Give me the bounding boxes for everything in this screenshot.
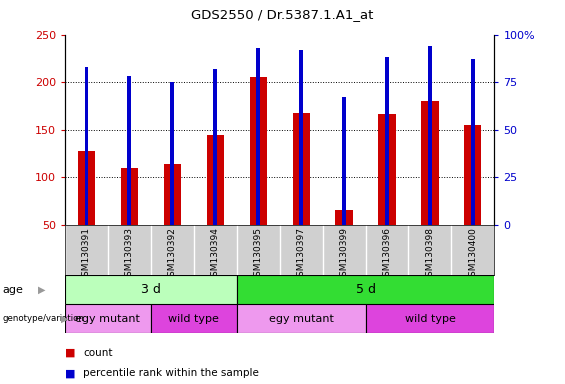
Bar [65,304,151,333]
Bar [237,304,366,333]
Bar [379,114,395,225]
Text: percentile rank within the sample: percentile rank within the sample [83,368,259,378]
Bar [164,164,181,225]
Text: GSM130397: GSM130397 [297,227,306,282]
Text: count: count [83,348,112,358]
Text: ▶: ▶ [38,285,46,295]
Text: 5 d: 5 d [355,283,376,296]
Text: GSM130396: GSM130396 [383,227,392,282]
Bar [250,77,267,225]
Bar [336,210,353,225]
Text: GSM130399: GSM130399 [340,227,349,282]
Text: GSM130395: GSM130395 [254,227,263,282]
Text: GSM130398: GSM130398 [425,227,434,282]
Bar [471,59,475,225]
Text: 3 d: 3 d [141,283,161,296]
Bar [257,48,260,225]
Text: GSM130391: GSM130391 [82,227,91,282]
Bar [464,125,481,225]
Bar [207,135,224,225]
Bar [428,46,432,225]
Bar [151,304,237,333]
Text: wild type: wild type [168,313,219,324]
Text: ■: ■ [65,368,76,378]
Bar [171,82,174,225]
Bar [366,304,494,333]
Bar [293,113,310,225]
Text: egy mutant: egy mutant [76,313,140,324]
Text: GSM130400: GSM130400 [468,227,477,282]
Text: ■: ■ [65,348,76,358]
Text: wild type: wild type [405,313,455,324]
Bar [385,57,389,225]
Bar [65,275,237,304]
Bar [421,101,438,225]
Text: GSM130394: GSM130394 [211,227,220,282]
Bar [237,275,494,304]
Text: GSM130392: GSM130392 [168,227,177,282]
Bar [78,151,95,225]
Bar [128,76,131,225]
Text: genotype/variation: genotype/variation [3,314,85,323]
Text: ▶: ▶ [61,313,68,324]
Text: GSM130393: GSM130393 [125,227,134,282]
Bar [121,168,138,225]
Bar [85,67,88,225]
Text: age: age [3,285,24,295]
Text: egy mutant: egy mutant [269,313,333,324]
Bar [342,97,346,225]
Bar [214,69,217,225]
Text: GDS2550 / Dr.5387.1.A1_at: GDS2550 / Dr.5387.1.A1_at [192,8,373,22]
Bar [299,50,303,225]
